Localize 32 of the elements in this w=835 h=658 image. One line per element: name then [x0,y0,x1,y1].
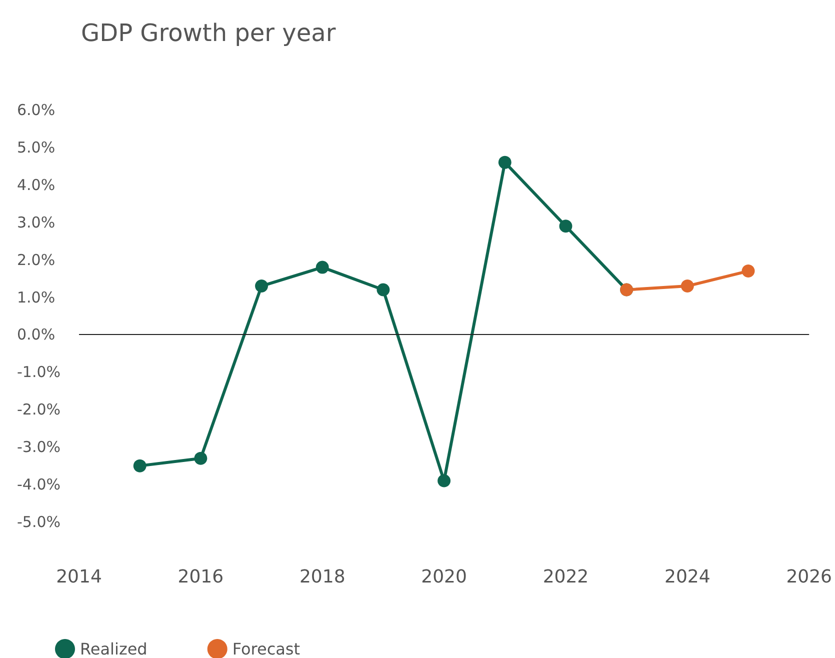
legend-label: Realized [80,640,148,658]
chart-title: GDP Growth per year [81,19,336,47]
point [680,280,694,293]
point [194,452,208,465]
y-tick-label: 3.0% [17,213,56,232]
x-tick-label: 2026 [786,566,832,588]
point [498,156,512,169]
y-tick-label: 4.0% [17,176,56,194]
x-tick-label: 2020 [421,566,467,588]
x-tick-label: 2022 [542,566,589,588]
y-tick-label: 2.0% [17,250,56,269]
point [133,459,146,472]
point [316,260,329,274]
x-tick-label: 2018 [299,566,346,588]
x-tick-label: 2014 [56,566,102,588]
point [376,283,390,296]
x-tick-label: 2024 [664,566,710,588]
y-tick-label: -4.0% [17,476,61,494]
y-tick-label: 6.0% [17,101,56,119]
point [438,474,451,488]
y-tick-label: -2.0% [17,400,61,419]
y-tick-label: 1.0% [17,288,56,306]
y-tick-label: 0.0% [17,326,56,344]
legend-label: Forecast [232,640,300,658]
point [255,280,268,293]
y-tick-label: 5.0% [17,138,56,156]
point [559,220,572,233]
y-tick-label: -5.0% [17,513,61,531]
x-tick-label: 2016 [178,566,224,588]
point [742,264,755,278]
y-tick-label: -1.0% [17,363,61,382]
y-tick-label: -3.0% [17,438,61,456]
